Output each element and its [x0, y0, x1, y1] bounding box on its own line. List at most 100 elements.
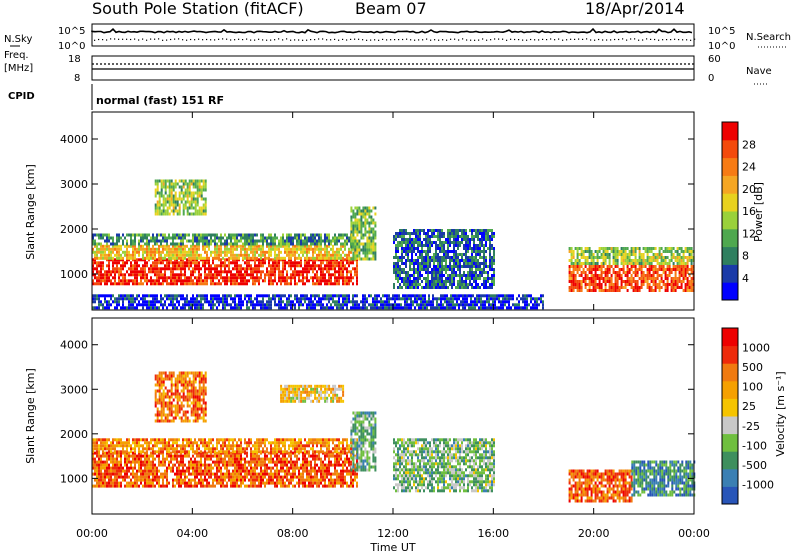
echo-cell [407, 247, 409, 250]
echo-cell [228, 256, 230, 260]
echo-cell [403, 262, 405, 265]
echo-cell [118, 261, 120, 265]
echo-cell [638, 253, 641, 256]
echo-cell [456, 300, 458, 304]
echo-cell [92, 466, 94, 470]
echo-cell [684, 268, 687, 271]
echo-cell [342, 261, 344, 265]
echo-cell [380, 303, 382, 307]
echo-cell [648, 265, 651, 268]
echo-cell [192, 253, 194, 257]
echo-cell [417, 250, 419, 253]
echo-cell [166, 212, 169, 216]
echo-cell [453, 268, 455, 271]
echo-cell [584, 256, 587, 259]
echo-cell [356, 209, 359, 213]
search-noise-dot [250, 39, 252, 41]
echo-cell [316, 273, 318, 277]
echo-cell [176, 209, 179, 213]
echo-cell [395, 262, 397, 265]
echo-cell [425, 235, 427, 238]
echo-cell [150, 264, 152, 268]
echo-cell [441, 259, 443, 262]
echo-cell [156, 188, 159, 192]
echo-cell [652, 247, 655, 250]
search-noise-dot [514, 38, 516, 41]
echo-cell [340, 294, 342, 298]
echo-cell [104, 297, 106, 301]
echo-cell [481, 238, 483, 241]
echo-cell [368, 303, 370, 307]
echo-cell [628, 262, 631, 265]
echo-cell [366, 248, 369, 252]
echo-cell [144, 273, 146, 277]
echo-cell [160, 250, 162, 254]
echo-cell [455, 241, 457, 244]
echo-cell [542, 303, 544, 307]
search-noise-dot [342, 38, 344, 40]
echo-cell [491, 265, 493, 268]
echo-cell [680, 262, 683, 265]
echo-cell [230, 261, 232, 265]
echo-cell [451, 268, 453, 271]
echo-cell [164, 294, 166, 298]
echo-cell [318, 267, 320, 271]
echo-cell [431, 283, 433, 286]
echo-cell [334, 261, 336, 265]
echo-cell [608, 277, 611, 280]
echo-cell [368, 257, 371, 261]
echo-cell [126, 270, 128, 274]
echo-cell [366, 206, 369, 210]
echo-cell [110, 297, 112, 301]
echo-cell [186, 258, 188, 262]
echo-cell [318, 233, 320, 237]
echo-cell [98, 472, 100, 476]
echo-cell [670, 250, 673, 253]
echo-cell [98, 454, 100, 458]
echo-cell [308, 270, 310, 274]
noise-right-label: N.Search [746, 32, 791, 43]
echo-cell [286, 273, 288, 277]
echo-cell [670, 256, 673, 259]
echo-cell [318, 282, 320, 286]
echo-cell [164, 179, 167, 183]
echo-cell [477, 268, 479, 271]
echo-cell [614, 289, 617, 292]
echo-cell [300, 236, 302, 240]
search-noise-dot [546, 39, 548, 41]
echo-cell [290, 253, 292, 257]
echo-cell [684, 265, 687, 268]
echo-cell [576, 289, 579, 292]
echo-cell [136, 306, 138, 310]
echo-cell [166, 306, 168, 310]
search-noise-dot [654, 38, 656, 41]
echo-cell [574, 259, 577, 262]
echo-cell [322, 279, 324, 283]
echo-cell [417, 259, 419, 262]
echo-cell [356, 282, 358, 286]
echo-cell [214, 270, 216, 274]
echo-cell [678, 253, 681, 256]
echo-cell [348, 256, 350, 260]
echo-cell [572, 250, 575, 253]
echo-cell [628, 277, 631, 280]
echo-cell [344, 258, 346, 262]
echo-cell [572, 253, 575, 256]
echo-cell [410, 306, 412, 310]
echo-cell [608, 259, 611, 262]
echo-cell [172, 267, 174, 271]
echo-cell [479, 265, 481, 268]
echo-cell [668, 268, 671, 271]
echo-cell [336, 242, 338, 246]
echo-cell [238, 306, 240, 310]
echo-cell [342, 244, 344, 248]
echo-cell [413, 283, 415, 286]
echo-cell [310, 236, 312, 240]
echo-cell [324, 256, 326, 260]
echo-cell [419, 238, 421, 241]
search-noise-dot [682, 39, 684, 41]
echo-cell [130, 264, 132, 268]
echo-cell [423, 250, 425, 253]
echo-cell [372, 300, 374, 304]
echo-cell [98, 282, 100, 286]
